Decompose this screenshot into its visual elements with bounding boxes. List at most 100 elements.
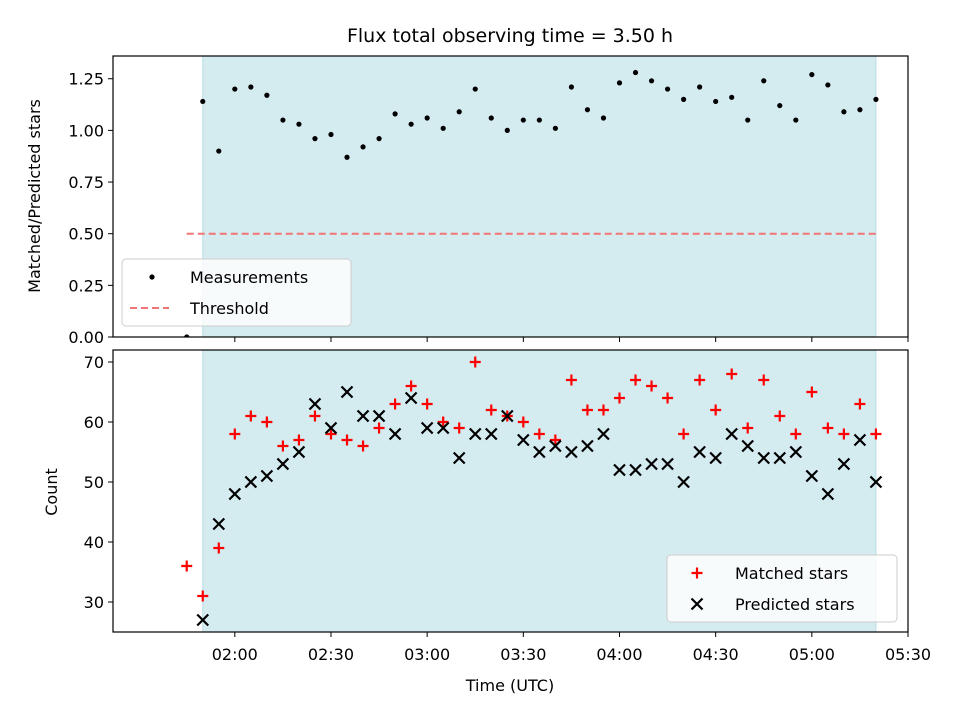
x-tick-label: 04:30 bbox=[693, 645, 739, 664]
predicted-point bbox=[645, 457, 658, 471]
bottom-y-tick-label: 30 bbox=[84, 593, 104, 612]
measurement-point bbox=[360, 144, 366, 150]
measurement-point bbox=[761, 78, 767, 84]
measurement-point bbox=[488, 115, 494, 121]
predicted-point bbox=[244, 475, 258, 489]
predicted-point bbox=[709, 451, 722, 465]
legend-entry-label: Matched stars bbox=[735, 564, 848, 583]
measurement-point bbox=[456, 109, 462, 115]
measurement-point bbox=[825, 82, 831, 88]
matched-point bbox=[229, 428, 241, 440]
predicted-point bbox=[869, 475, 883, 489]
predicted-point bbox=[517, 433, 530, 447]
x-tick-label: 03:00 bbox=[404, 645, 450, 664]
matched-point bbox=[549, 434, 561, 446]
matched-point bbox=[213, 542, 225, 554]
predicted-point bbox=[276, 457, 290, 471]
bottom-y-tick-label: 40 bbox=[84, 533, 104, 552]
measurement-point bbox=[729, 94, 735, 100]
matched-point bbox=[469, 356, 481, 368]
predicted-point bbox=[340, 385, 354, 399]
x-tick-label: 04:00 bbox=[596, 645, 642, 664]
bottom-plot-area bbox=[181, 356, 883, 627]
matched-point bbox=[806, 386, 818, 398]
matched-point bbox=[293, 434, 305, 446]
predicted-point bbox=[581, 439, 594, 453]
measurement-point bbox=[200, 98, 206, 105]
top-plot-area bbox=[184, 69, 879, 337]
measurement-point bbox=[681, 96, 687, 102]
predicted-point bbox=[388, 427, 402, 441]
matched-point bbox=[774, 410, 786, 422]
measurement-point bbox=[232, 86, 238, 92]
predicted-point bbox=[228, 487, 242, 501]
measurement-point bbox=[713, 98, 719, 105]
measurement-point bbox=[552, 125, 558, 131]
matched-point bbox=[758, 374, 770, 386]
bottom-panel: 30 40 50 60 70 02:00 02:30 03:00 03:30 04:00 04:30… bbox=[84, 349, 931, 664]
measurement-point bbox=[777, 102, 783, 109]
legend-entry-label: Measurements bbox=[190, 268, 308, 287]
predicted-point bbox=[661, 457, 674, 471]
measurement-point bbox=[520, 117, 526, 123]
measurement-point bbox=[857, 107, 863, 113]
bottom-legend-box bbox=[666, 554, 898, 623]
predicted-point bbox=[629, 463, 642, 477]
bottom-y-tick-label: 50 bbox=[84, 473, 104, 492]
measurement-point bbox=[376, 136, 382, 142]
matched-point bbox=[261, 416, 273, 428]
predicted-point bbox=[789, 445, 803, 459]
x-tick-label: 03:30 bbox=[500, 645, 546, 664]
predicted-point bbox=[436, 421, 450, 435]
predicted-point bbox=[853, 433, 867, 447]
matched-point bbox=[357, 440, 369, 452]
measurement-point bbox=[536, 117, 542, 123]
measurement-point bbox=[264, 92, 270, 98]
predicted-point bbox=[452, 451, 466, 465]
measurement-point bbox=[248, 84, 254, 90]
matched-point bbox=[373, 422, 385, 434]
chart-title: Flux total observing time = 3.50 h bbox=[347, 25, 673, 47]
measurement-point bbox=[440, 125, 446, 131]
predicted-point bbox=[725, 427, 738, 441]
predicted-point bbox=[549, 439, 562, 453]
matched-point bbox=[565, 374, 577, 386]
predicted-point bbox=[757, 451, 771, 465]
matched-point bbox=[694, 374, 706, 386]
measurement-point bbox=[216, 148, 222, 154]
predicted-point bbox=[677, 475, 690, 489]
measurement-point bbox=[600, 115, 607, 121]
predicted-point bbox=[533, 445, 546, 459]
matched-point bbox=[485, 404, 497, 416]
measurement-point bbox=[616, 80, 623, 86]
matched-point bbox=[197, 590, 209, 602]
measurement-point bbox=[745, 117, 751, 123]
legend-measurement-marker bbox=[149, 274, 155, 280]
measurement-point bbox=[184, 334, 190, 337]
x-axis-label: Time (UTC) bbox=[465, 676, 554, 695]
measurement-point bbox=[809, 71, 815, 78]
legend-predicted-marker bbox=[690, 597, 704, 611]
matched-point bbox=[742, 422, 754, 434]
top-y-tick-label: 0.50 bbox=[68, 225, 104, 244]
matched-point bbox=[389, 398, 401, 410]
predicted-point bbox=[308, 397, 322, 411]
measurement-point bbox=[472, 86, 478, 92]
predicted-point bbox=[404, 391, 418, 405]
matched-point bbox=[309, 410, 321, 422]
x-tick-label: 02:30 bbox=[308, 645, 354, 664]
measurement-point bbox=[584, 107, 591, 113]
matched-point bbox=[405, 380, 417, 392]
top-y-tick-label: 1.00 bbox=[68, 121, 104, 140]
predicted-point bbox=[484, 427, 498, 441]
bottom-axes-frame bbox=[112, 349, 909, 633]
matched-point bbox=[678, 428, 690, 440]
predicted-point bbox=[597, 427, 610, 441]
predicted-point bbox=[693, 445, 706, 459]
predicted-point bbox=[372, 409, 386, 423]
top-y-tick-label: 1.25 bbox=[68, 70, 104, 89]
top-axes-frame bbox=[112, 55, 909, 338]
matched-point bbox=[245, 410, 257, 422]
matched-point bbox=[597, 404, 609, 416]
